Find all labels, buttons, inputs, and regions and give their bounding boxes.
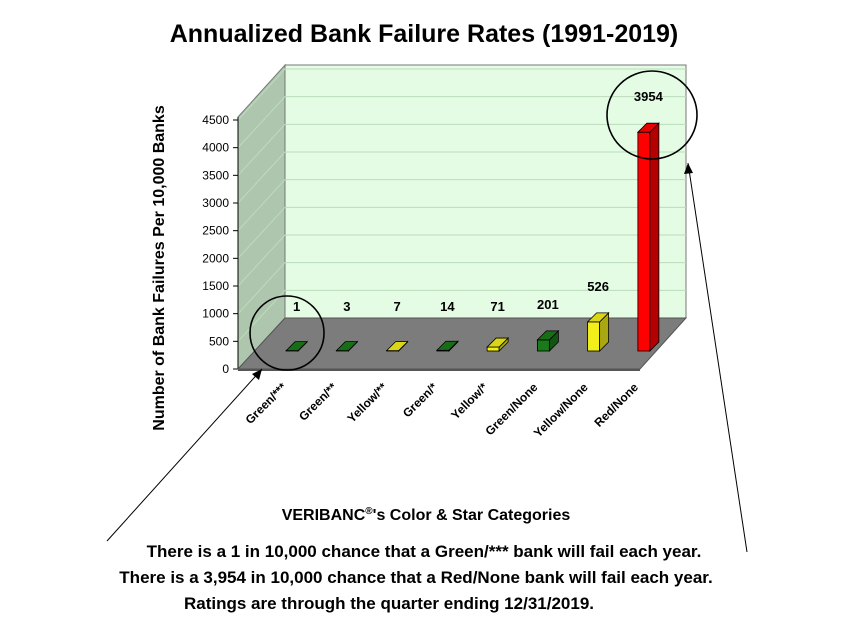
note-green: There is a 1 in 10,000 chance that a Gre… <box>147 542 702 561</box>
arrow-line-green <box>106 368 263 542</box>
y-tick-label: 0 <box>222 362 229 376</box>
data-label: 526 <box>587 279 609 294</box>
arrow-head-red <box>684 163 693 174</box>
category-label: Red/None <box>591 380 641 430</box>
annotation-circle-red <box>606 70 698 160</box>
gridline <box>237 289 686 342</box>
bar-top <box>636 122 660 133</box>
y-tick-label: 3000 <box>202 196 229 210</box>
x-axis-title-suffix: 's Color & Star Categories <box>373 507 571 524</box>
data-label: 201 <box>537 297 559 312</box>
gridline <box>237 96 686 149</box>
note-red: There is a 3,954 in 10,000 chance that a… <box>119 568 712 587</box>
gridline <box>237 123 686 176</box>
arrow-line-red <box>687 162 748 553</box>
y-tick-label: 1000 <box>202 307 229 321</box>
side-wall <box>237 63 286 371</box>
bar-top <box>285 341 309 352</box>
bar-top <box>536 330 560 341</box>
bar-front <box>637 131 651 352</box>
bar-front <box>486 346 500 352</box>
x-axis-title-superscript: ® <box>365 506 373 517</box>
bar-top <box>586 312 610 323</box>
data-label: 71 <box>490 299 504 314</box>
bar-side <box>649 122 660 352</box>
category-label: Green/* <box>400 380 440 420</box>
category-label: Green/** <box>296 380 340 424</box>
y-tick-label: 1500 <box>202 279 229 293</box>
category-label: Green/*** <box>243 380 290 427</box>
x-axis-title-main: VERIBANC <box>282 507 366 524</box>
data-label: 1 <box>293 299 300 314</box>
note-ratings: Ratings are through the quarter ending 1… <box>184 594 594 613</box>
annotation-circle-green <box>249 295 325 371</box>
y-tick-label: 2500 <box>202 224 229 238</box>
y-tick-label: 500 <box>209 334 229 348</box>
gridline <box>237 262 686 315</box>
data-label: 14 <box>440 299 455 314</box>
back-wall <box>284 64 687 319</box>
bar-top <box>435 340 459 351</box>
x-axis-title: VERIBANC®'s Color & Star Categories <box>282 506 571 524</box>
data-label: 3 <box>343 299 350 314</box>
plot-area: 0 500 1000 1500 2000 2500 3000 3500 4000 4500 1 Gre… <box>106 63 748 553</box>
gridline <box>237 151 686 204</box>
chart-title: Annualized Bank Failure Rates (1991-2019… <box>170 20 679 48</box>
gridline <box>237 179 686 232</box>
y-tick-label: 4500 <box>202 113 229 127</box>
y-tick-label: 2000 <box>202 251 229 265</box>
y-tick-label: 4000 <box>202 141 229 155</box>
y-tick-label: 3500 <box>202 168 229 182</box>
category-label: Yellow/* <box>448 380 490 422</box>
bar-top <box>486 337 510 348</box>
arrow-head-green <box>252 369 262 380</box>
gridline <box>237 68 686 121</box>
floor-edge <box>238 369 640 371</box>
data-label: 7 <box>394 299 401 314</box>
y-axis-title: Number of Bank Failures Per 10,000 Banks <box>151 105 168 431</box>
bar-front <box>536 339 550 352</box>
bar-front <box>587 321 601 352</box>
bar-top <box>385 341 409 352</box>
gridline <box>237 206 686 259</box>
category-label: Yellow/** <box>344 380 390 426</box>
data-label: 3954 <box>634 89 664 104</box>
category-label: Yellow/None <box>531 380 591 440</box>
bar-top <box>335 341 359 352</box>
gridline <box>237 234 686 287</box>
